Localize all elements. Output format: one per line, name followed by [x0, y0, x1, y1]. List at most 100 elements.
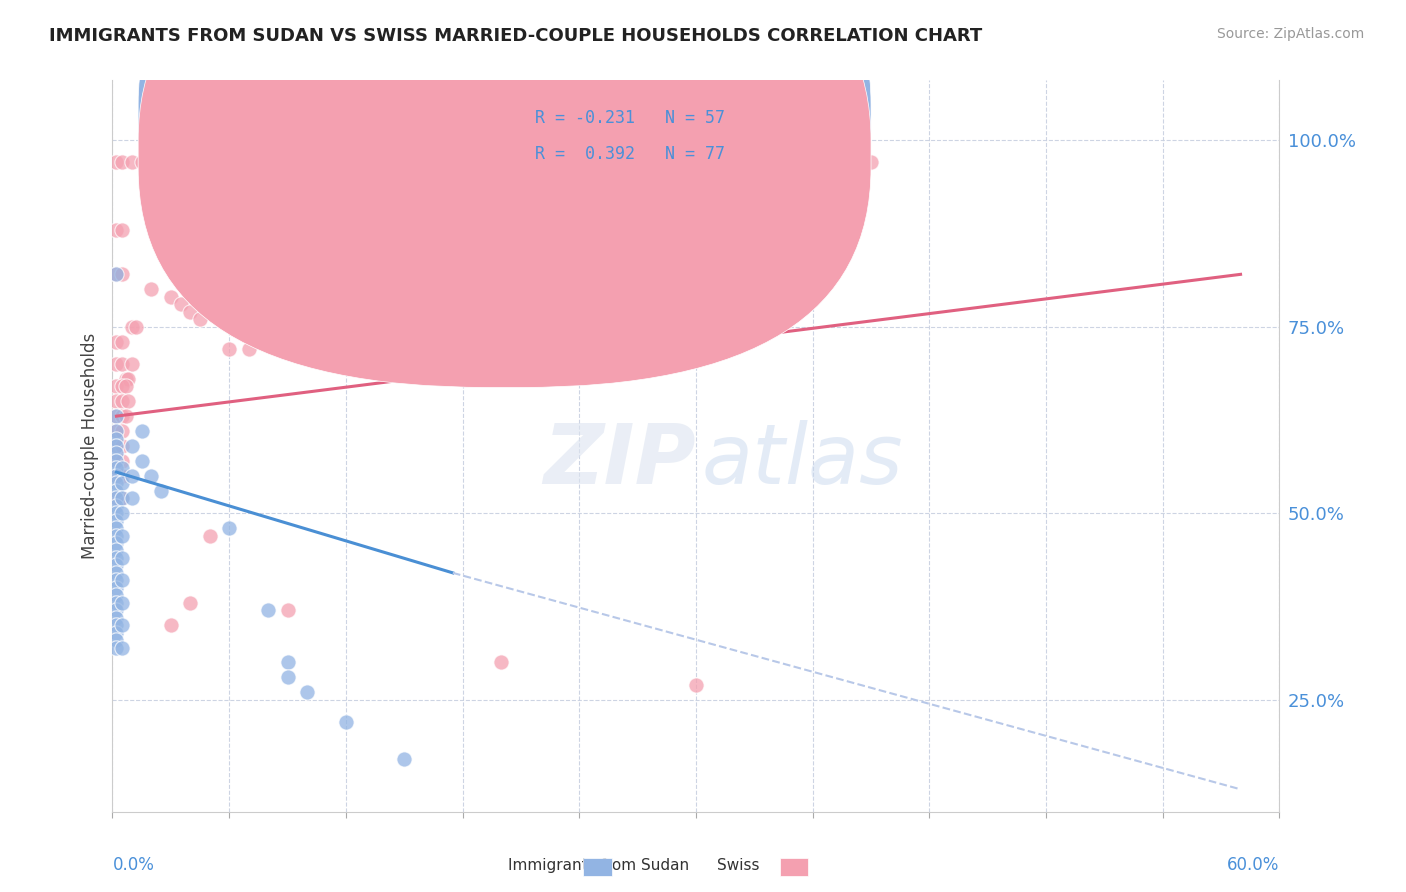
Point: [105, 558, 128, 573]
Point: [111, 491, 134, 506]
Point: [121, 468, 143, 483]
Point: [111, 268, 134, 282]
Text: Source: ZipAtlas.com: Source: ZipAtlas.com: [1216, 27, 1364, 41]
Point: [131, 155, 153, 169]
Point: [105, 334, 128, 349]
Point: [105, 633, 128, 648]
Point: [160, 618, 183, 632]
Point: [105, 454, 128, 468]
Point: [121, 319, 143, 334]
Point: [105, 543, 128, 558]
Point: [111, 640, 134, 655]
Point: [821, 155, 844, 169]
Point: [169, 297, 191, 311]
Text: R = -0.231   N = 57: R = -0.231 N = 57: [534, 109, 725, 127]
Point: [115, 372, 138, 386]
Text: atlas: atlas: [702, 420, 904, 501]
Point: [131, 454, 153, 468]
Point: [105, 581, 128, 595]
Point: [860, 155, 883, 169]
Point: [111, 334, 134, 349]
Point: [150, 483, 173, 498]
Point: [105, 536, 128, 550]
Point: [111, 454, 134, 468]
Point: [111, 461, 134, 475]
Text: 0.0%: 0.0%: [112, 855, 155, 873]
Point: [335, 342, 357, 356]
Point: [105, 379, 128, 393]
Point: [141, 282, 163, 296]
Point: [111, 394, 134, 409]
Point: [105, 468, 128, 483]
Point: [105, 155, 128, 169]
Point: [105, 409, 128, 424]
Point: [125, 319, 148, 334]
Point: [121, 491, 143, 506]
Point: [276, 656, 298, 670]
Point: [491, 268, 513, 282]
Point: [121, 357, 143, 371]
Point: [276, 670, 298, 684]
Point: [105, 268, 128, 282]
Point: [117, 394, 139, 409]
Point: [131, 424, 153, 438]
Point: [111, 551, 134, 566]
Point: [105, 432, 128, 446]
Point: [782, 155, 804, 169]
Text: 60.0%: 60.0%: [1227, 855, 1279, 873]
Point: [588, 222, 610, 236]
Point: [257, 244, 280, 259]
Point: [105, 588, 128, 602]
Point: [451, 268, 474, 282]
Point: [198, 275, 221, 289]
Point: [105, 268, 128, 282]
Text: ZIP: ZIP: [543, 420, 696, 501]
Point: [491, 656, 513, 670]
Point: [111, 424, 134, 438]
Point: [105, 357, 128, 371]
Point: [276, 603, 298, 617]
Point: [394, 752, 416, 766]
Text: IMMIGRANTS FROM SUDAN VS SWISS MARRIED-COUPLE HOUSEHOLDS CORRELATION CHART: IMMIGRANTS FROM SUDAN VS SWISS MARRIED-C…: [49, 27, 983, 45]
Point: [121, 155, 143, 169]
Point: [105, 446, 128, 460]
Y-axis label: Married-couple Households: Married-couple Households: [80, 333, 98, 559]
Point: [105, 499, 128, 513]
Point: [111, 222, 134, 236]
Point: [335, 715, 357, 730]
Point: [111, 155, 134, 169]
Point: [105, 491, 128, 506]
Point: [105, 596, 128, 610]
Point: [105, 603, 128, 617]
Point: [111, 357, 134, 371]
Point: [141, 468, 163, 483]
Point: [105, 222, 128, 236]
Point: [105, 528, 128, 542]
Point: [115, 379, 138, 393]
Point: [105, 506, 128, 520]
Point: [685, 678, 707, 692]
Point: [111, 439, 134, 453]
Point: [105, 468, 128, 483]
Point: [111, 379, 134, 393]
Point: [115, 409, 138, 424]
Point: [394, 268, 416, 282]
Point: [121, 439, 143, 453]
Point: [105, 439, 128, 453]
Point: [588, 319, 610, 334]
Point: [105, 566, 128, 580]
Point: [179, 304, 201, 318]
Point: [105, 424, 128, 438]
Point: [105, 625, 128, 640]
Point: [295, 342, 318, 356]
Point: [160, 290, 183, 304]
FancyBboxPatch shape: [138, 0, 872, 387]
Point: [111, 491, 134, 506]
Point: [295, 685, 318, 699]
Point: [238, 342, 260, 356]
Point: [188, 312, 211, 326]
Point: [105, 439, 128, 453]
Point: [276, 342, 298, 356]
Point: [141, 155, 163, 169]
Point: [105, 574, 128, 588]
